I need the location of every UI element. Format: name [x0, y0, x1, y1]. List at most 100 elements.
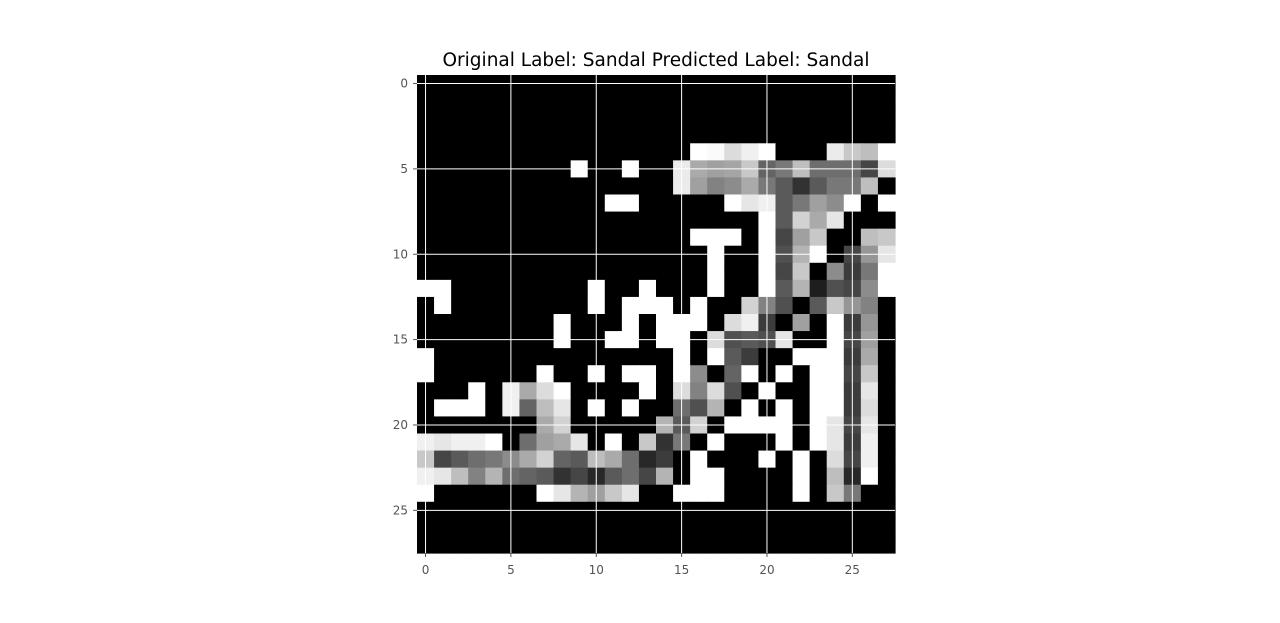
heatmap-cell [604, 399, 623, 418]
heatmap-cell [570, 433, 589, 452]
heatmap-cell [638, 535, 657, 554]
heatmap-cell [604, 92, 623, 110]
heatmap-cell [724, 348, 742, 366]
heatmap-cell [724, 92, 742, 110]
heatmap-cell [638, 109, 657, 127]
heatmap-cell [792, 433, 811, 452]
heatmap-cell [638, 348, 657, 366]
heatmap-cell [604, 279, 623, 298]
heatmap-cell [536, 314, 555, 332]
heatmap-cell [741, 518, 760, 537]
heatmap-cell [656, 433, 674, 452]
heatmap-cell [621, 518, 640, 537]
heatmap-cell [724, 467, 742, 486]
heatmap-cell [536, 433, 555, 452]
heatmap-cell [621, 262, 640, 281]
heatmap-cell [792, 194, 811, 213]
heatmap-cell [741, 450, 760, 469]
heatmap-cell [809, 177, 828, 196]
heatmap-cell [451, 211, 469, 230]
heatmap-cell [536, 143, 555, 161]
heatmap-cell [690, 109, 708, 127]
heatmap-cell [775, 535, 794, 554]
heatmap-cell [860, 126, 879, 144]
heatmap-cell [621, 467, 640, 486]
heatmap-cell [826, 518, 845, 537]
heatmap-cells [417, 75, 896, 554]
heatmap-cell [604, 143, 623, 161]
heatmap-cell [434, 348, 452, 366]
heatmap-cell [638, 194, 657, 213]
heatmap-cell [485, 433, 503, 452]
heatmap-cell [826, 279, 845, 298]
heatmap-cell [570, 109, 589, 127]
heatmap-cell [570, 262, 589, 281]
heatmap-cell [809, 467, 828, 486]
heatmap-cell [519, 228, 538, 247]
heatmap-cell [485, 467, 503, 486]
heatmap-cell [536, 382, 555, 400]
heatmap-cell [485, 399, 503, 418]
heatmap-cell [741, 143, 760, 161]
heatmap-cell [724, 314, 742, 332]
heatmap-cell [451, 314, 469, 332]
heatmap-cell [741, 433, 760, 452]
heatmap-cell [434, 484, 452, 503]
heatmap-cell [519, 450, 538, 469]
heatmap-cell [690, 92, 708, 110]
heatmap-cell [707, 450, 725, 469]
heatmap-cell [775, 314, 794, 332]
heatmap-cell [638, 143, 657, 161]
heatmap-cell [553, 348, 572, 366]
heatmap-cell [690, 348, 708, 366]
heatmap-cell [826, 92, 845, 110]
heatmap-cell [638, 518, 657, 537]
heatmap-cell [724, 365, 742, 383]
heatmap-cell [553, 450, 572, 469]
heatmap-cell [860, 518, 879, 537]
heatmap-cell [451, 535, 469, 554]
heatmap-cell [468, 109, 486, 127]
heatmap-cell [638, 484, 657, 503]
heatmap-cell [621, 109, 640, 127]
heatmap-cell [604, 126, 623, 144]
heatmap-cell [724, 518, 742, 537]
heatmap-cell [485, 92, 503, 110]
heatmap-cell [553, 194, 572, 213]
heatmap-cell [434, 450, 452, 469]
heatmap-cell [451, 518, 469, 537]
y-tick-label: 10 [393, 247, 408, 261]
heatmap-cell [519, 143, 538, 161]
heatmap-cell [707, 262, 725, 281]
heatmap-cell [741, 194, 760, 213]
heatmap-cell [707, 518, 725, 537]
x-tick-label: 0 [422, 563, 430, 577]
heatmap-cell [451, 433, 469, 452]
heatmap-cell [468, 228, 486, 247]
heatmap-cell [775, 126, 794, 144]
heatmap-cell [485, 314, 503, 332]
heatmap-cell [656, 194, 674, 213]
heatmap-cell [485, 518, 503, 537]
heatmap-cell [860, 433, 879, 452]
heatmap-cell [451, 262, 469, 281]
heatmap-cell [604, 382, 623, 400]
heatmap-cell [809, 348, 828, 366]
heatmap-cell [809, 450, 828, 469]
heatmap-cell [553, 211, 572, 230]
heatmap-cell [656, 177, 674, 196]
heatmap-cell [485, 109, 503, 127]
heatmap-cell [826, 433, 845, 452]
heatmap-cell [519, 194, 538, 213]
heatmap-cell [741, 109, 760, 127]
heatmap-cell [877, 194, 896, 213]
heatmap-cell [570, 314, 589, 332]
heatmap-cell [809, 143, 828, 161]
heatmap-cell [519, 211, 538, 230]
heatmap-cell [656, 399, 674, 418]
heatmap-cell [860, 279, 879, 298]
heatmap-cell [570, 535, 589, 554]
heatmap-cell [536, 365, 555, 383]
heatmap-cell [809, 365, 828, 383]
heatmap-cell [536, 177, 555, 196]
